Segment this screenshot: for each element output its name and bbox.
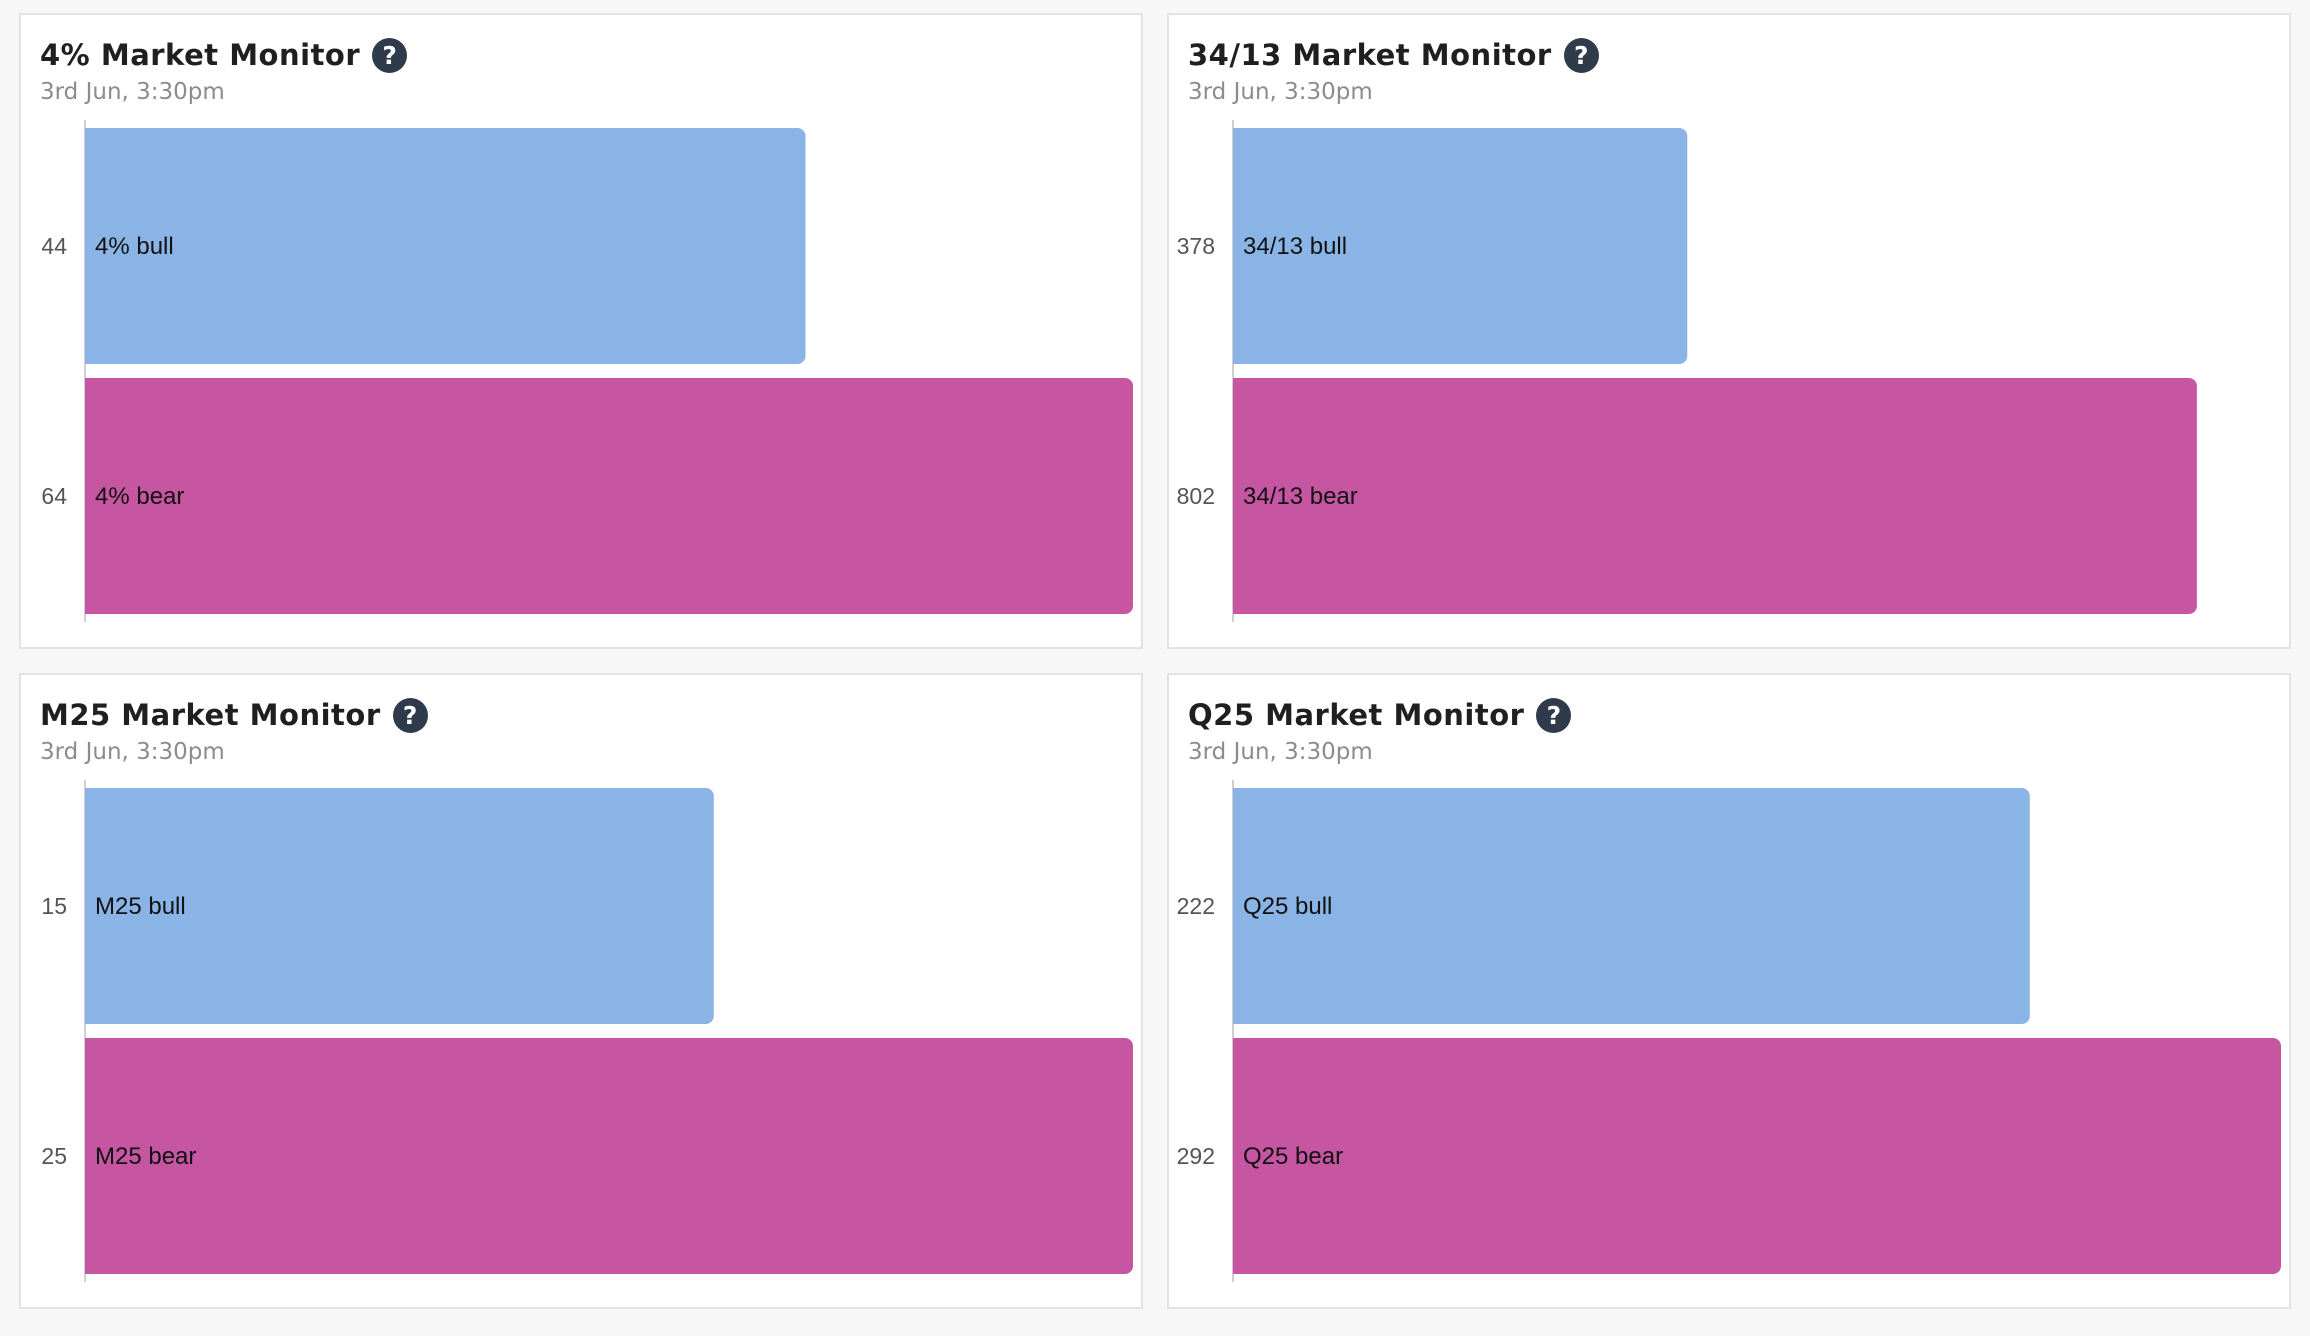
bear-category-label: 4% bear bbox=[95, 483, 184, 510]
panel-timestamp: 3rd Jun, 3:30pm bbox=[40, 739, 225, 765]
panel-header: 34/13 Market Monitor ? 3rd Jun, 3:30pm bbox=[1188, 33, 2269, 105]
bull-bar[interactable] bbox=[85, 128, 806, 364]
bull-value-label: 44 bbox=[41, 233, 67, 259]
bull-bar-edge bbox=[85, 128, 97, 364]
bear-bar[interactable] bbox=[85, 1038, 1133, 1274]
bear-bar-edge bbox=[1233, 1038, 1245, 1274]
bear-bar[interactable] bbox=[1233, 378, 2197, 614]
panel-title: M25 Market Monitor bbox=[40, 698, 381, 732]
panel-title: 4% Market Monitor bbox=[40, 38, 361, 72]
bear-category-label: M25 bear bbox=[95, 1143, 196, 1170]
bar-chart: 222 Q25 bull 292 Q25 bear bbox=[1177, 780, 2281, 1282]
bull-bar-edge bbox=[85, 788, 97, 1024]
bear-bar[interactable] bbox=[85, 378, 1133, 614]
market-monitor-panel-34-13: 34/13 Market Monitor ? 3rd Jun, 3:30pm 3… bbox=[1167, 13, 2291, 649]
question-circle-icon[interactable]: ? bbox=[1563, 37, 1599, 73]
bear-bar-edge bbox=[85, 378, 97, 614]
bull-category-label: 4% bull bbox=[95, 233, 174, 260]
bull-bar[interactable] bbox=[85, 788, 714, 1024]
bull-bar-edge bbox=[1233, 788, 1245, 1024]
market-monitor-panel-m25: M25 Market Monitor ? 3rd Jun, 3:30pm 15 M… bbox=[19, 673, 1143, 1309]
panel-header: M25 Market Monitor ? 3rd Jun, 3:30pm bbox=[40, 693, 1121, 765]
panel-timestamp: 3rd Jun, 3:30pm bbox=[1188, 739, 1373, 765]
panel-title-row: Q25 Market Monitor ? bbox=[1188, 693, 2269, 737]
panel-timestamp: 3rd Jun, 3:30pm bbox=[40, 79, 225, 105]
bar-chart: 378 34/13 bull 802 34/13 bear bbox=[1177, 120, 2197, 622]
bear-value-label: 25 bbox=[41, 1143, 67, 1169]
bear-value-label: 64 bbox=[41, 483, 67, 509]
bull-value-label: 222 bbox=[1177, 893, 1215, 919]
bear-bar-edge bbox=[1233, 378, 1245, 614]
bear-bar[interactable] bbox=[1233, 1038, 2281, 1274]
panel-header: 4% Market Monitor ? 3rd Jun, 3:30pm bbox=[40, 33, 1121, 105]
market-monitor-panel-4pct: 4% Market Monitor ? 3rd Jun, 3:30pm 44 4%… bbox=[19, 13, 1143, 649]
question-circle-icon[interactable]: ? bbox=[372, 37, 408, 73]
panel-header: Q25 Market Monitor ? 3rd Jun, 3:30pm bbox=[1188, 693, 2269, 765]
bull-bar[interactable] bbox=[1233, 788, 2030, 1024]
bull-bar-edge bbox=[1233, 128, 1245, 364]
panel-timestamp: 3rd Jun, 3:30pm bbox=[1188, 79, 1373, 105]
bear-value-label: 802 bbox=[1177, 483, 1215, 509]
bull-category-label: Q25 bull bbox=[1243, 893, 1332, 920]
market-monitor-panel-q25: Q25 Market Monitor ? 3rd Jun, 3:30pm 222… bbox=[1167, 673, 2291, 1309]
bull-category-label: M25 bull bbox=[95, 893, 186, 920]
bull-bar[interactable] bbox=[1233, 128, 1688, 364]
question-circle-icon[interactable]: ? bbox=[392, 697, 428, 733]
panel-title: 34/13 Market Monitor bbox=[1188, 38, 1552, 72]
bar-chart: 44 4% bull 64 4% bear bbox=[41, 120, 1133, 622]
bar-chart: 15 M25 bull 25 M25 bear bbox=[41, 780, 1133, 1282]
panel-title: Q25 Market Monitor bbox=[1188, 698, 1525, 732]
bull-category-label: 34/13 bull bbox=[1243, 233, 1347, 260]
question-circle-icon[interactable]: ? bbox=[1536, 697, 1572, 733]
bear-value-label: 292 bbox=[1177, 1143, 1215, 1169]
bear-category-label: Q25 bear bbox=[1243, 1143, 1343, 1170]
panel-title-row: 34/13 Market Monitor ? bbox=[1188, 33, 2269, 77]
bull-value-label: 378 bbox=[1177, 233, 1215, 259]
panel-title-row: M25 Market Monitor ? bbox=[40, 693, 1121, 737]
bear-bar-edge bbox=[85, 1038, 97, 1274]
bull-value-label: 15 bbox=[41, 893, 67, 919]
bear-category-label: 34/13 bear bbox=[1243, 483, 1358, 510]
panel-title-row: 4% Market Monitor ? bbox=[40, 33, 1121, 77]
